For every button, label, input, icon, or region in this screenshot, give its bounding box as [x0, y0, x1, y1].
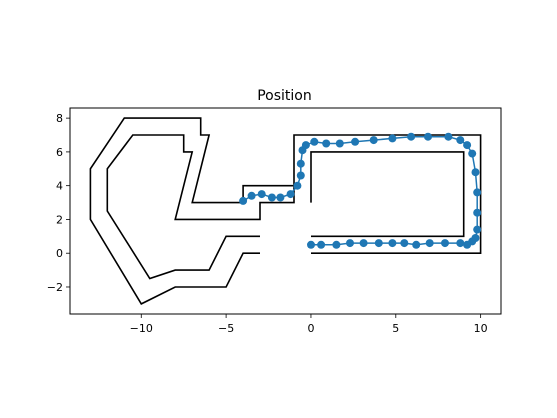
data-point	[369, 136, 378, 145]
data-point	[301, 141, 310, 150]
axes-layer: −10 −5 0 5 10 −2 0 2 4 6 8	[47, 112, 488, 335]
x-tick-label: 5	[392, 322, 399, 335]
data-point	[335, 139, 344, 148]
y-tick-label: 6	[56, 146, 63, 159]
plot-frame	[69, 107, 502, 315]
data-point	[473, 208, 482, 217]
points-layer	[239, 132, 482, 249]
y-tick-label: −2	[47, 281, 63, 294]
data-point	[310, 137, 319, 146]
data-point	[463, 240, 472, 249]
data-point	[471, 168, 480, 177]
x-tick-label: 0	[307, 322, 314, 335]
chart-title: Position	[257, 88, 312, 104]
series-line	[242, 135, 478, 246]
data-point	[359, 239, 368, 248]
track-line-0	[106, 134, 482, 280]
data-point	[456, 239, 465, 248]
data-point	[247, 191, 256, 200]
data-point	[388, 239, 397, 248]
data-point	[286, 190, 295, 199]
data-point	[239, 196, 248, 205]
data-point	[317, 240, 326, 249]
data-point	[346, 239, 354, 248]
x-tick-label: 10	[474, 322, 488, 335]
data-point	[296, 159, 305, 168]
data-point	[444, 132, 453, 141]
data-point	[374, 239, 383, 248]
track-line-1	[89, 117, 294, 305]
data-point	[425, 239, 434, 248]
y-tick-label: 8	[56, 112, 63, 125]
data-point	[293, 181, 302, 190]
data-point	[388, 134, 397, 143]
x-tick-label: −5	[218, 322, 234, 335]
data-point	[473, 188, 482, 197]
data-point	[257, 190, 266, 199]
data-point	[276, 193, 285, 202]
data-point	[412, 240, 421, 249]
data-point	[424, 132, 432, 141]
data-point	[332, 240, 341, 249]
data-point	[322, 139, 331, 148]
data-point	[307, 240, 315, 249]
data-point	[463, 141, 472, 150]
track-line-2	[310, 151, 465, 238]
data-point	[407, 132, 416, 141]
track-layer	[89, 117, 482, 305]
y-tick-label: 4	[56, 180, 63, 193]
data-point	[468, 149, 477, 158]
y-tick-label: 2	[56, 213, 63, 226]
data-point	[456, 136, 465, 145]
data-point	[296, 171, 305, 180]
data-point	[400, 239, 409, 248]
data-point	[351, 137, 360, 146]
x-tick-label: −10	[130, 322, 153, 335]
data-point	[441, 239, 449, 248]
data-point	[473, 225, 482, 234]
data-point	[267, 193, 276, 202]
y-tick-label: 0	[56, 247, 63, 260]
